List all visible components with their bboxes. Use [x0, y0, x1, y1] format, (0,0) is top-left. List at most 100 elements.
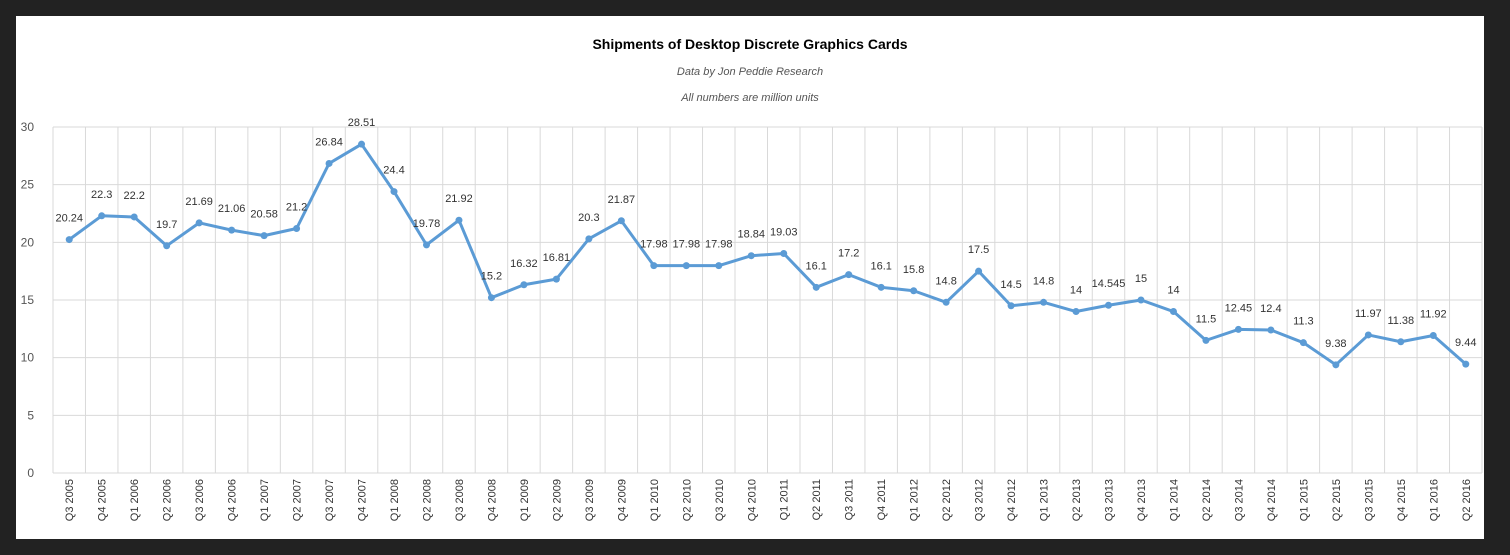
- y-tick-label: 20: [21, 235, 35, 249]
- data-label: 18.84: [737, 229, 765, 241]
- grid-lines: [52, 126, 1483, 474]
- data-point: [455, 216, 463, 224]
- data-label: 14.5: [1000, 279, 1021, 291]
- data-point: [1202, 336, 1210, 344]
- data-label: 15: [1135, 273, 1147, 285]
- data-point: [812, 283, 820, 291]
- data-point: [1234, 325, 1242, 333]
- x-tick-label: Q1 2012: [909, 479, 921, 521]
- x-tick-label: Q2 2016: [1461, 479, 1473, 521]
- data-label: 11.5: [1196, 313, 1217, 325]
- data-point: [650, 262, 658, 270]
- x-tick-label: Q1 2008: [389, 479, 401, 521]
- x-tick-label: Q1 2016: [1428, 479, 1440, 521]
- data-label: 22.3: [91, 189, 112, 201]
- x-tick-label: Q2 2010: [681, 479, 693, 521]
- x-tick-label: Q3 2006: [194, 479, 206, 521]
- data-point: [1007, 302, 1015, 310]
- data-label: 17.98: [640, 239, 668, 251]
- data-label: 15.2: [481, 271, 502, 283]
- data-label: 19.78: [413, 218, 441, 230]
- data-point: [910, 287, 918, 295]
- x-tick-label: Q4 2008: [486, 479, 498, 521]
- data-point: [390, 188, 398, 196]
- data-point: [163, 242, 171, 250]
- data-label: 11.97: [1355, 308, 1382, 320]
- x-tick-label: Q4 2013: [1136, 479, 1148, 521]
- x-tick-label: Q2 2011: [811, 479, 823, 520]
- x-tick-label: Q3 2010: [714, 479, 726, 521]
- x-tick-label: Q3 2007: [324, 479, 336, 521]
- data-label: 16.1: [806, 260, 827, 272]
- x-tick-label: Q2 2007: [292, 479, 304, 521]
- data-point: [780, 250, 788, 258]
- data-label: 14.545: [1092, 278, 1126, 290]
- x-tick-label: Q1 2013: [1039, 479, 1051, 521]
- x-tick-label: Q4 2009: [616, 479, 628, 521]
- x-tick-label: Q4 2006: [227, 479, 239, 521]
- data-point: [195, 219, 203, 227]
- data-point: [845, 271, 853, 279]
- y-axis: 0 5 10 15 20 25 30: [21, 120, 35, 480]
- data-label: 20.24: [55, 213, 83, 225]
- y-tick-label: 5: [27, 408, 34, 422]
- x-tick-label: Q4 2015: [1396, 479, 1408, 521]
- x-tick-label: Q2 2009: [551, 479, 563, 521]
- x-tick-label: Q4 2014: [1266, 479, 1278, 521]
- data-points: [65, 140, 1470, 369]
- data-labels: 20.24 22.3 22.2 19.7 21.69 21.06 20.58 21.2 26.8…: [55, 117, 1476, 350]
- data-point: [487, 294, 495, 302]
- data-label: 16.81: [543, 252, 571, 264]
- y-tick-label: 0: [27, 466, 34, 480]
- x-tick-label: Q2 2015: [1331, 479, 1343, 521]
- data-point: [1364, 331, 1372, 339]
- data-point: [1169, 308, 1177, 316]
- y-tick-label: 10: [21, 351, 35, 365]
- data-point: [1462, 360, 1470, 368]
- data-point: [520, 281, 528, 289]
- data-label: 19.03: [770, 227, 798, 239]
- data-label: 21.06: [218, 203, 246, 215]
- data-point: [260, 232, 268, 240]
- x-tick-label: Q1 2007: [259, 479, 271, 521]
- x-tick-label: Q1 2010: [649, 479, 661, 521]
- chart-subtitle-units: All numbers are million units: [681, 92, 819, 104]
- data-label: 22.2: [123, 190, 144, 202]
- x-tick-label: Q3 2005: [64, 479, 76, 521]
- x-tick-label: Q4 2011: [876, 479, 888, 520]
- chart-subtitle-source: Data by Jon Peddie Research: [676, 66, 824, 78]
- data-label: 21.2: [286, 201, 307, 213]
- data-label: 21.92: [445, 193, 473, 205]
- x-tick-label: Q4 2005: [97, 479, 109, 521]
- data-label: 14: [1167, 285, 1179, 297]
- data-label: 19.7: [156, 219, 177, 231]
- data-point: [1429, 332, 1437, 340]
- x-tick-label: Q3 2015: [1363, 479, 1375, 521]
- y-tick-label: 30: [21, 120, 35, 134]
- data-point: [1040, 298, 1048, 306]
- data-point: [325, 159, 333, 167]
- data-label: 9.38: [1325, 338, 1346, 350]
- data-label: 16.32: [510, 258, 538, 270]
- data-label: 14: [1070, 285, 1082, 297]
- x-tick-label: Q3 2012: [974, 479, 986, 521]
- x-tick-label: Q4 2010: [746, 479, 758, 521]
- data-point: [975, 267, 983, 275]
- data-label: 21.69: [185, 196, 213, 208]
- data-label: 11.92: [1420, 309, 1447, 321]
- data-label: 15.8: [903, 264, 924, 276]
- x-tick-label: Q1 2006: [129, 479, 141, 521]
- x-tick-label: Q1 2015: [1298, 479, 1310, 521]
- data-point: [358, 140, 366, 148]
- chart-title: Shipments of Desktop Discrete Graphics C…: [592, 36, 908, 52]
- data-point: [1397, 338, 1405, 346]
- data-point: [130, 213, 138, 221]
- data-label: 14.8: [1033, 275, 1054, 287]
- x-tick-label: Q3 2008: [454, 479, 466, 521]
- data-label: 24.4: [383, 165, 404, 177]
- x-axis: Q3 2005 Q4 2005 Q1 2006 Q2 2006 Q3 2006 Q4 20…: [64, 479, 1473, 521]
- data-label: 20.58: [250, 209, 278, 221]
- data-point: [1105, 301, 1113, 309]
- data-point: [552, 275, 560, 283]
